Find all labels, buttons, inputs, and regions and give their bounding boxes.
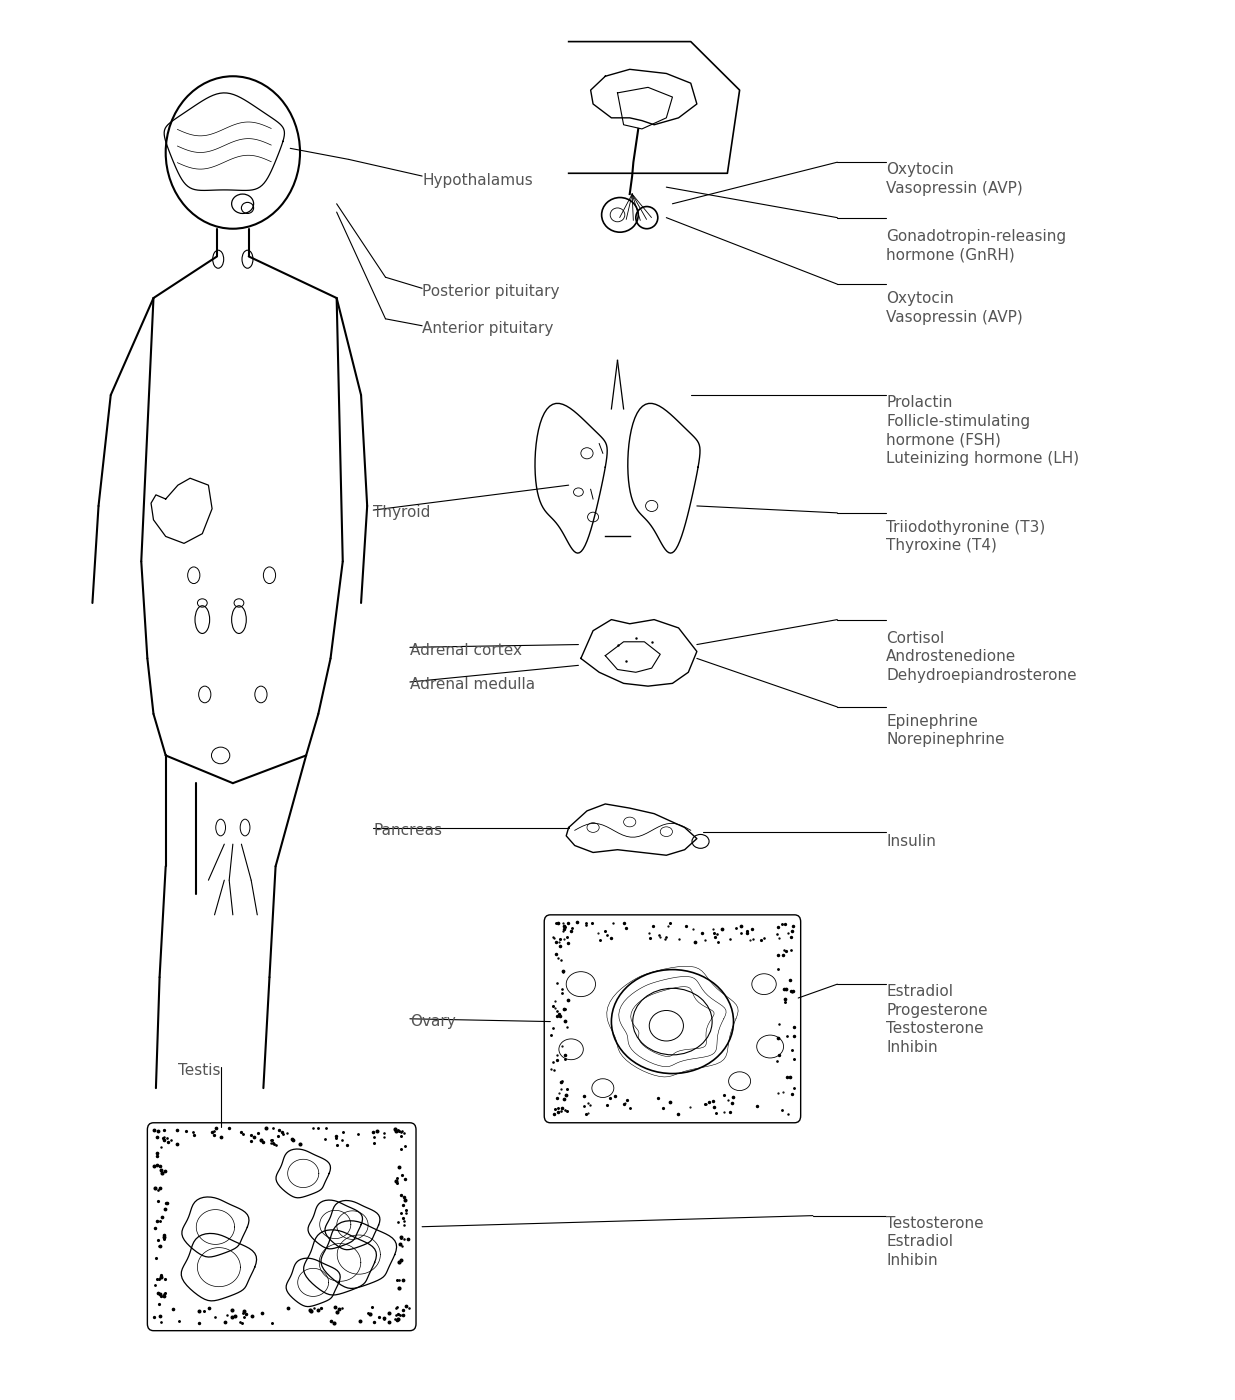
Text: Prolactin
Follicle-stimulating
hormone (FSH)
Luteinizing hormone (LH): Prolactin Follicle-stimulating hormone (…: [887, 395, 1079, 466]
Text: Pancreas: Pancreas: [373, 823, 442, 837]
Text: Oxytocin
Vasopressin (AVP): Oxytocin Vasopressin (AVP): [887, 162, 1023, 196]
Text: Adrenal medulla: Adrenal medulla: [410, 678, 535, 692]
Text: Gonadotropin-releasing
hormone (GnRH): Gonadotropin-releasing hormone (GnRH): [887, 228, 1066, 262]
Text: Adrenal cortex: Adrenal cortex: [410, 643, 522, 658]
Text: Testis: Testis: [178, 1063, 220, 1078]
Text: Oxytocin
Vasopressin (AVP): Oxytocin Vasopressin (AVP): [887, 291, 1023, 325]
Text: Anterior pituitary: Anterior pituitary: [422, 321, 553, 336]
Text: Triiodothyronine (T3)
Thyroxine (T4): Triiodothyronine (T3) Thyroxine (T4): [887, 519, 1045, 553]
Text: Posterior pituitary: Posterior pituitary: [422, 284, 559, 298]
Text: Ovary: Ovary: [410, 1014, 456, 1029]
Text: Cortisol
Androstenedione
Dehydroepiandrosterone: Cortisol Androstenedione Dehydroepiandro…: [887, 630, 1077, 683]
Text: Hypothalamus: Hypothalamus: [422, 172, 532, 188]
Text: Estradiol
Progesterone
Testosterone
Inhibin: Estradiol Progesterone Testosterone Inhi…: [887, 984, 988, 1056]
Text: Epinephrine
Norepinephrine: Epinephrine Norepinephrine: [887, 714, 1004, 748]
Text: Insulin: Insulin: [887, 834, 936, 850]
Text: Thyroid: Thyroid: [373, 505, 431, 521]
Text: Testosterone
Estradiol
Inhibin: Testosterone Estradiol Inhibin: [887, 1215, 984, 1268]
